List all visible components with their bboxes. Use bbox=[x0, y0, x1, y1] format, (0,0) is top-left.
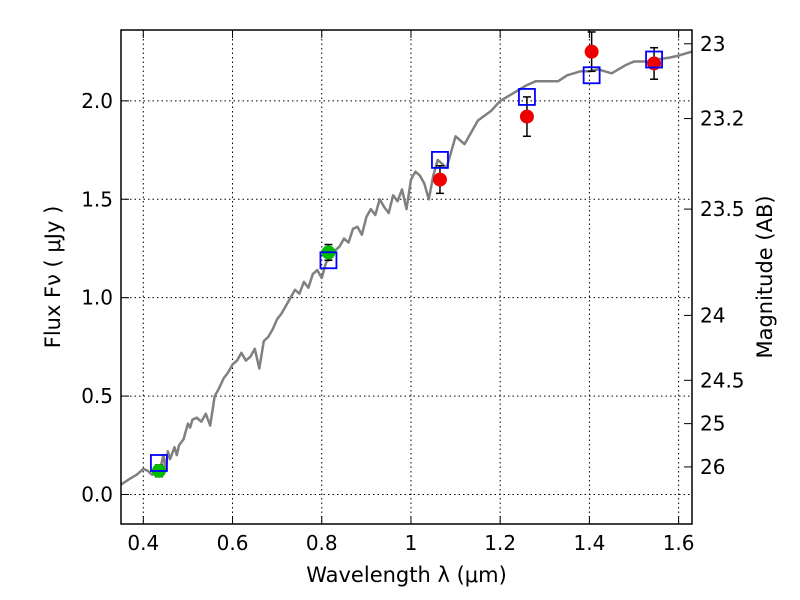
model-flux-square bbox=[645, 50, 663, 69]
right-tick-label: 23 bbox=[700, 32, 725, 56]
right-axis-label: Magnitude (AB) bbox=[753, 195, 777, 358]
x-tick-label: 0.6 bbox=[217, 531, 249, 555]
photometry-point bbox=[584, 44, 599, 59]
model-flux-square bbox=[582, 66, 601, 85]
model-flux-square bbox=[319, 251, 338, 270]
right-tick-label: 26 bbox=[700, 455, 725, 479]
right-tick-label: 24.5 bbox=[700, 368, 745, 392]
right-tick-label: 23.2 bbox=[700, 107, 745, 131]
x-tick-label: 1.4 bbox=[573, 531, 605, 555]
photometry-point bbox=[519, 109, 534, 124]
photometry-point bbox=[432, 172, 447, 187]
model-spectrum-layer bbox=[121, 50, 692, 486]
right-tick-label: 25 bbox=[700, 412, 725, 436]
axis-ticks: 0.4 0.6 0.8 1 1.2 1.4 1.6 0.0 0.5 1.0 1.5 2.0 23 23.2… bbox=[81, 30, 745, 555]
x-tick-label: 0.4 bbox=[127, 531, 159, 555]
x-tick-label: 1.6 bbox=[663, 531, 695, 555]
y-tick-label: 0.5 bbox=[81, 384, 113, 408]
model-flux-square bbox=[150, 454, 168, 472]
right-tick-label: 23.5 bbox=[700, 197, 745, 221]
y-axis-label: Flux Fν ( μJy ) bbox=[41, 206, 65, 349]
data-markers-layer bbox=[150, 31, 663, 478]
y-tick-label: 2.0 bbox=[81, 89, 113, 113]
model-flux-square bbox=[518, 88, 536, 106]
plot-frame bbox=[120, 29, 693, 525]
x-tick-label: 1.2 bbox=[484, 531, 516, 555]
y-tick-label: 1.5 bbox=[81, 187, 113, 211]
model-spectrum-line bbox=[121, 50, 692, 486]
model-flux-square bbox=[431, 150, 449, 169]
x-tick-label: 0.8 bbox=[306, 531, 338, 555]
y-tick-label: 0.0 bbox=[81, 482, 113, 506]
right-tick-label: 24 bbox=[700, 303, 725, 327]
grid-lines bbox=[121, 30, 692, 524]
y-tick-label: 1.0 bbox=[81, 286, 113, 310]
x-tick-label: 1 bbox=[405, 531, 418, 555]
x-axis-label: Wavelength λ (μm) bbox=[306, 563, 507, 587]
